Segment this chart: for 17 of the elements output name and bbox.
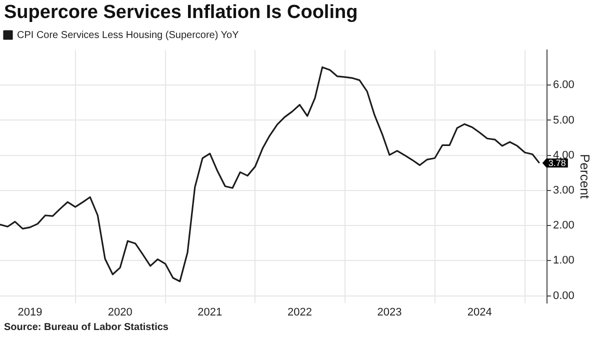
annotation: 3.78 xyxy=(548,158,566,168)
x-tick-label: 2022 xyxy=(287,306,312,318)
legend-label: CPI Core Services Less Housing (Supercore) YoY xyxy=(17,30,240,41)
y-tick-label: 2.00 xyxy=(552,220,574,232)
x-tick-label: 2020 xyxy=(108,306,132,318)
y-tick-label: 1.00 xyxy=(552,254,574,267)
chart-title: Supercore Services Inflation Is Cooling xyxy=(4,2,358,24)
y-axis-title: Percent xyxy=(578,154,593,200)
x-tick-label: 2023 xyxy=(377,306,402,318)
source-note: Source: Bureau of Labor Statistics xyxy=(4,322,168,333)
y-tick-label: 6.00 xyxy=(552,79,574,92)
y-tick-label: 5.00 xyxy=(552,114,574,126)
x-tick-label: 2021 xyxy=(198,306,222,318)
x-tick-label: 2019 xyxy=(18,306,42,318)
x-tick-label: 2024 xyxy=(467,306,492,318)
y-tick-label: 0.00 xyxy=(552,290,574,302)
y-tick-label: 3.00 xyxy=(552,184,574,196)
